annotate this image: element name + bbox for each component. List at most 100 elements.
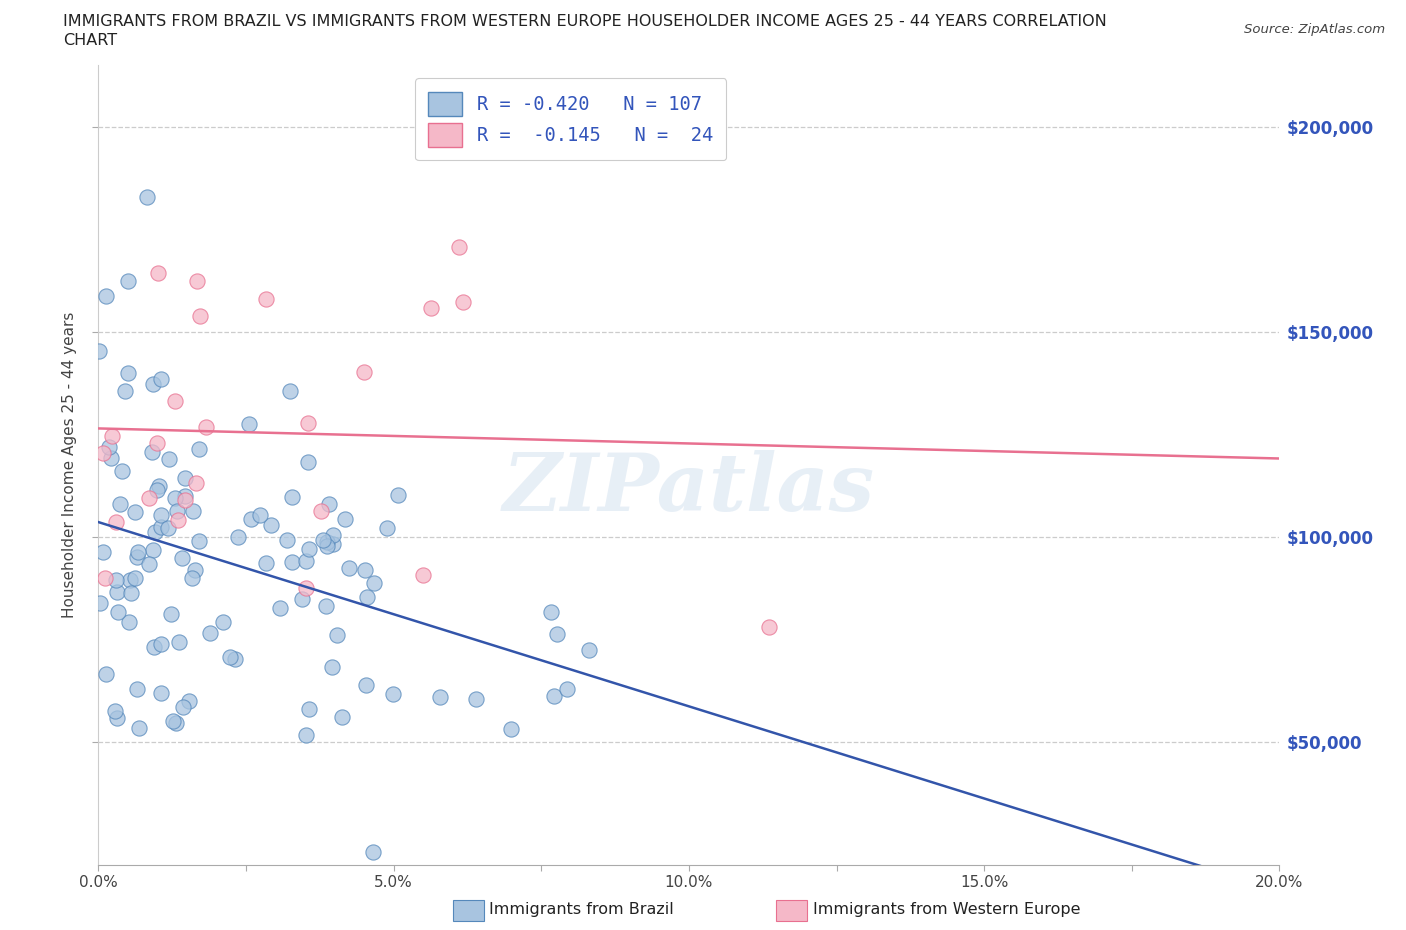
Y-axis label: Householder Income Ages 25 - 44 years: Householder Income Ages 25 - 44 years <box>62 312 77 618</box>
Point <box>298 541 321 556</box>
Point <box>157 452 180 467</box>
Point <box>412 567 434 582</box>
Point <box>149 637 172 652</box>
Point <box>312 533 335 548</box>
Point <box>280 554 302 569</box>
Point <box>107 604 129 619</box>
Point <box>167 512 190 527</box>
Point <box>128 721 150 736</box>
Point <box>321 659 343 674</box>
Point <box>105 585 128 600</box>
Point <box>165 393 187 408</box>
Point <box>354 563 377 578</box>
Point <box>195 419 218 434</box>
Point <box>276 532 298 547</box>
Point <box>318 496 340 511</box>
Point <box>198 625 221 640</box>
Point <box>150 520 173 535</box>
Point <box>295 727 318 742</box>
Point <box>145 435 167 450</box>
Point <box>104 703 127 718</box>
Point <box>332 710 354 724</box>
Point <box>89 595 111 610</box>
Point <box>326 628 349 643</box>
Point <box>138 490 160 505</box>
Point <box>322 537 344 551</box>
Point <box>356 590 378 604</box>
Point <box>224 651 246 666</box>
Point <box>555 682 578 697</box>
Point <box>226 529 249 544</box>
Point <box>118 573 141 588</box>
Point <box>449 240 471 255</box>
Point <box>297 454 319 469</box>
Point <box>117 365 139 380</box>
Point <box>311 504 333 519</box>
Point <box>186 273 208 288</box>
Point <box>125 682 148 697</box>
Point <box>259 518 281 533</box>
Point <box>322 527 344 542</box>
Text: Source: ZipAtlas.com: Source: ZipAtlas.com <box>1244 23 1385 36</box>
Point <box>281 489 304 504</box>
Point <box>187 533 209 548</box>
Point <box>114 384 136 399</box>
Point <box>295 554 318 569</box>
Point <box>157 521 180 536</box>
Point <box>298 701 321 716</box>
Point <box>315 599 337 614</box>
Point <box>174 492 197 507</box>
Point <box>93 570 115 585</box>
Legend: R = -0.420   N = 107, R =  -0.145   N =  24: R = -0.420 N = 107, R = -0.145 N = 24 <box>415 78 727 160</box>
Point <box>546 627 568 642</box>
Point <box>363 576 385 591</box>
Point <box>111 463 134 478</box>
Point <box>93 545 115 560</box>
Point <box>101 429 124 444</box>
Point <box>136 190 159 205</box>
Point <box>219 650 242 665</box>
Point <box>143 525 166 539</box>
Point <box>315 535 337 550</box>
Point <box>499 722 522 737</box>
Point <box>361 844 384 859</box>
Point <box>173 471 195 485</box>
Point <box>149 508 172 523</box>
Point <box>127 545 149 560</box>
Point <box>117 615 139 630</box>
Point <box>104 515 127 530</box>
Point <box>96 666 118 681</box>
Point <box>543 688 565 703</box>
Point <box>211 614 233 629</box>
Point <box>138 556 160 571</box>
Point <box>451 294 474 309</box>
Point <box>142 542 165 557</box>
Point <box>97 440 120 455</box>
Point <box>356 678 378 693</box>
Text: Immigrants from Brazil: Immigrants from Brazil <box>489 902 673 917</box>
Point <box>184 476 207 491</box>
Point <box>419 300 441 315</box>
Point <box>465 691 488 706</box>
Point <box>108 497 131 512</box>
Point <box>125 550 148 565</box>
Text: CHART: CHART <box>63 33 117 47</box>
Point <box>120 586 142 601</box>
Point <box>105 711 128 725</box>
Point <box>124 570 146 585</box>
Point <box>353 365 375 380</box>
Point <box>160 606 183 621</box>
Point <box>291 591 314 606</box>
Point <box>295 581 318 596</box>
Point <box>188 309 211 324</box>
Point <box>184 563 207 578</box>
Point <box>297 416 319 431</box>
Point <box>269 600 291 615</box>
Point <box>91 445 114 460</box>
Point <box>94 288 117 303</box>
Text: ZIPatlas: ZIPatlas <box>503 450 875 527</box>
Point <box>104 573 127 588</box>
Point <box>165 716 187 731</box>
Point <box>150 371 173 386</box>
Point <box>143 640 166 655</box>
